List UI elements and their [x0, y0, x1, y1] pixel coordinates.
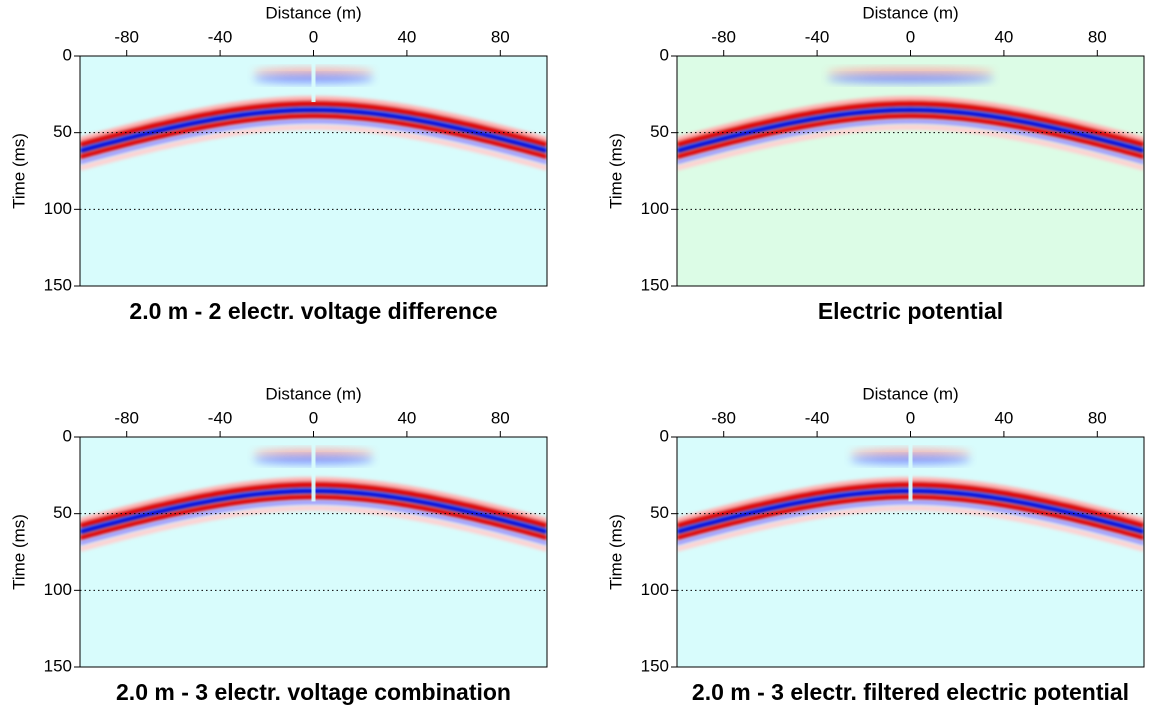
wave-band	[80, 118, 547, 166]
y-tick-label: 0	[660, 426, 669, 445]
wavefield	[677, 437, 1144, 552]
panel: 0 50 100 150 -80 -40 0 40 80 Distance (m) Time (ms…	[9, 384, 548, 705]
y-tick-label: 150	[641, 275, 669, 294]
wavefield	[80, 437, 547, 552]
trace-gap	[908, 437, 913, 502]
y-tick-label: 100	[44, 199, 72, 218]
wavefield	[677, 68, 1144, 171]
panel-title: 2.0 m - 3 electr. filtered electric pote…	[692, 679, 1129, 705]
x-tick-label: -80	[114, 27, 139, 46]
plot-frame	[79, 55, 548, 287]
y-tick-label: 150	[44, 275, 72, 294]
x-tick-label: 80	[491, 408, 510, 427]
wave-band	[677, 124, 1144, 171]
x-tick-label: -40	[805, 408, 830, 427]
wave-band	[677, 500, 1144, 547]
x-axis-label: Distance (m)	[265, 3, 361, 22]
plot-frame	[676, 436, 1145, 668]
x-tick-label: 40	[994, 27, 1013, 46]
x-tick-label: 0	[906, 408, 915, 427]
x-axis-label: Distance (m)	[862, 3, 958, 22]
wave-band	[80, 500, 547, 547]
y-tick-label: 0	[63, 45, 72, 64]
x-tick-label: 40	[397, 27, 416, 46]
y-tick-label: 150	[44, 656, 72, 675]
wave-band	[80, 106, 547, 154]
wave-band	[80, 100, 547, 148]
panel: 0 50 100 150 -80 -40 0 40 80 Distance (m) Time (ms…	[606, 384, 1145, 705]
panel-title: 2.0 m - 3 electr. voltage combination	[116, 679, 511, 705]
wave-band	[677, 95, 1144, 143]
x-tick-label: -80	[711, 27, 736, 46]
x-tick-label: -40	[805, 27, 830, 46]
shallow-event	[826, 68, 995, 77]
x-tick-label: 80	[1088, 27, 1107, 46]
wave-band	[80, 124, 547, 171]
shallow-event	[826, 75, 995, 83]
wave-band	[677, 113, 1144, 161]
y-tick-label: 0	[660, 45, 669, 64]
y-tick-label: 50	[53, 122, 72, 141]
wave-band	[80, 505, 547, 552]
x-tick-label: -40	[208, 408, 233, 427]
x-tick-label: 0	[309, 27, 318, 46]
panel-title: Electric potential	[818, 298, 1003, 324]
y-axis-label: Time (ms)	[606, 133, 625, 209]
y-axis-label: Time (ms)	[606, 514, 625, 590]
plot-frame	[79, 436, 548, 668]
x-tick-label: 40	[397, 408, 416, 427]
wave-band	[677, 100, 1144, 148]
x-tick-label: 0	[309, 408, 318, 427]
y-tick-label: 0	[63, 426, 72, 445]
wave-band	[677, 505, 1144, 552]
x-axis-label: Distance (m)	[862, 384, 958, 403]
wave-band	[80, 113, 547, 161]
y-tick-label: 50	[650, 503, 669, 522]
trace-gap	[311, 56, 316, 102]
y-axis-label: Time (ms)	[9, 514, 28, 590]
wave-band	[677, 106, 1144, 154]
y-tick-label: 50	[53, 503, 72, 522]
x-tick-label: 80	[491, 27, 510, 46]
y-tick-label: 100	[641, 580, 669, 599]
y-axis-label: Time (ms)	[9, 133, 28, 209]
y-tick-label: 150	[641, 656, 669, 675]
plot-frame	[676, 55, 1145, 287]
y-tick-label: 100	[44, 580, 72, 599]
x-tick-label: -80	[711, 408, 736, 427]
wavefield	[80, 56, 547, 171]
panel: 0 50 100 150 -80 -40 0 40 80 Distance (m) Time (ms…	[606, 3, 1145, 324]
panel: 0 50 100 150 -80 -40 0 40 80 Distance (m) Time (ms…	[9, 3, 548, 324]
x-tick-label: 40	[994, 408, 1013, 427]
x-tick-label: 80	[1088, 408, 1107, 427]
x-axis-label: Distance (m)	[265, 384, 361, 403]
wave-band	[677, 118, 1144, 166]
x-tick-label: 0	[906, 27, 915, 46]
trace-gap	[311, 437, 316, 502]
y-tick-label: 100	[641, 199, 669, 218]
plot-background	[677, 56, 1144, 286]
y-tick-label: 50	[650, 122, 669, 141]
x-tick-label: -40	[208, 27, 233, 46]
panel-title: 2.0 m - 2 electr. voltage difference	[129, 298, 497, 324]
x-tick-label: -80	[114, 408, 139, 427]
